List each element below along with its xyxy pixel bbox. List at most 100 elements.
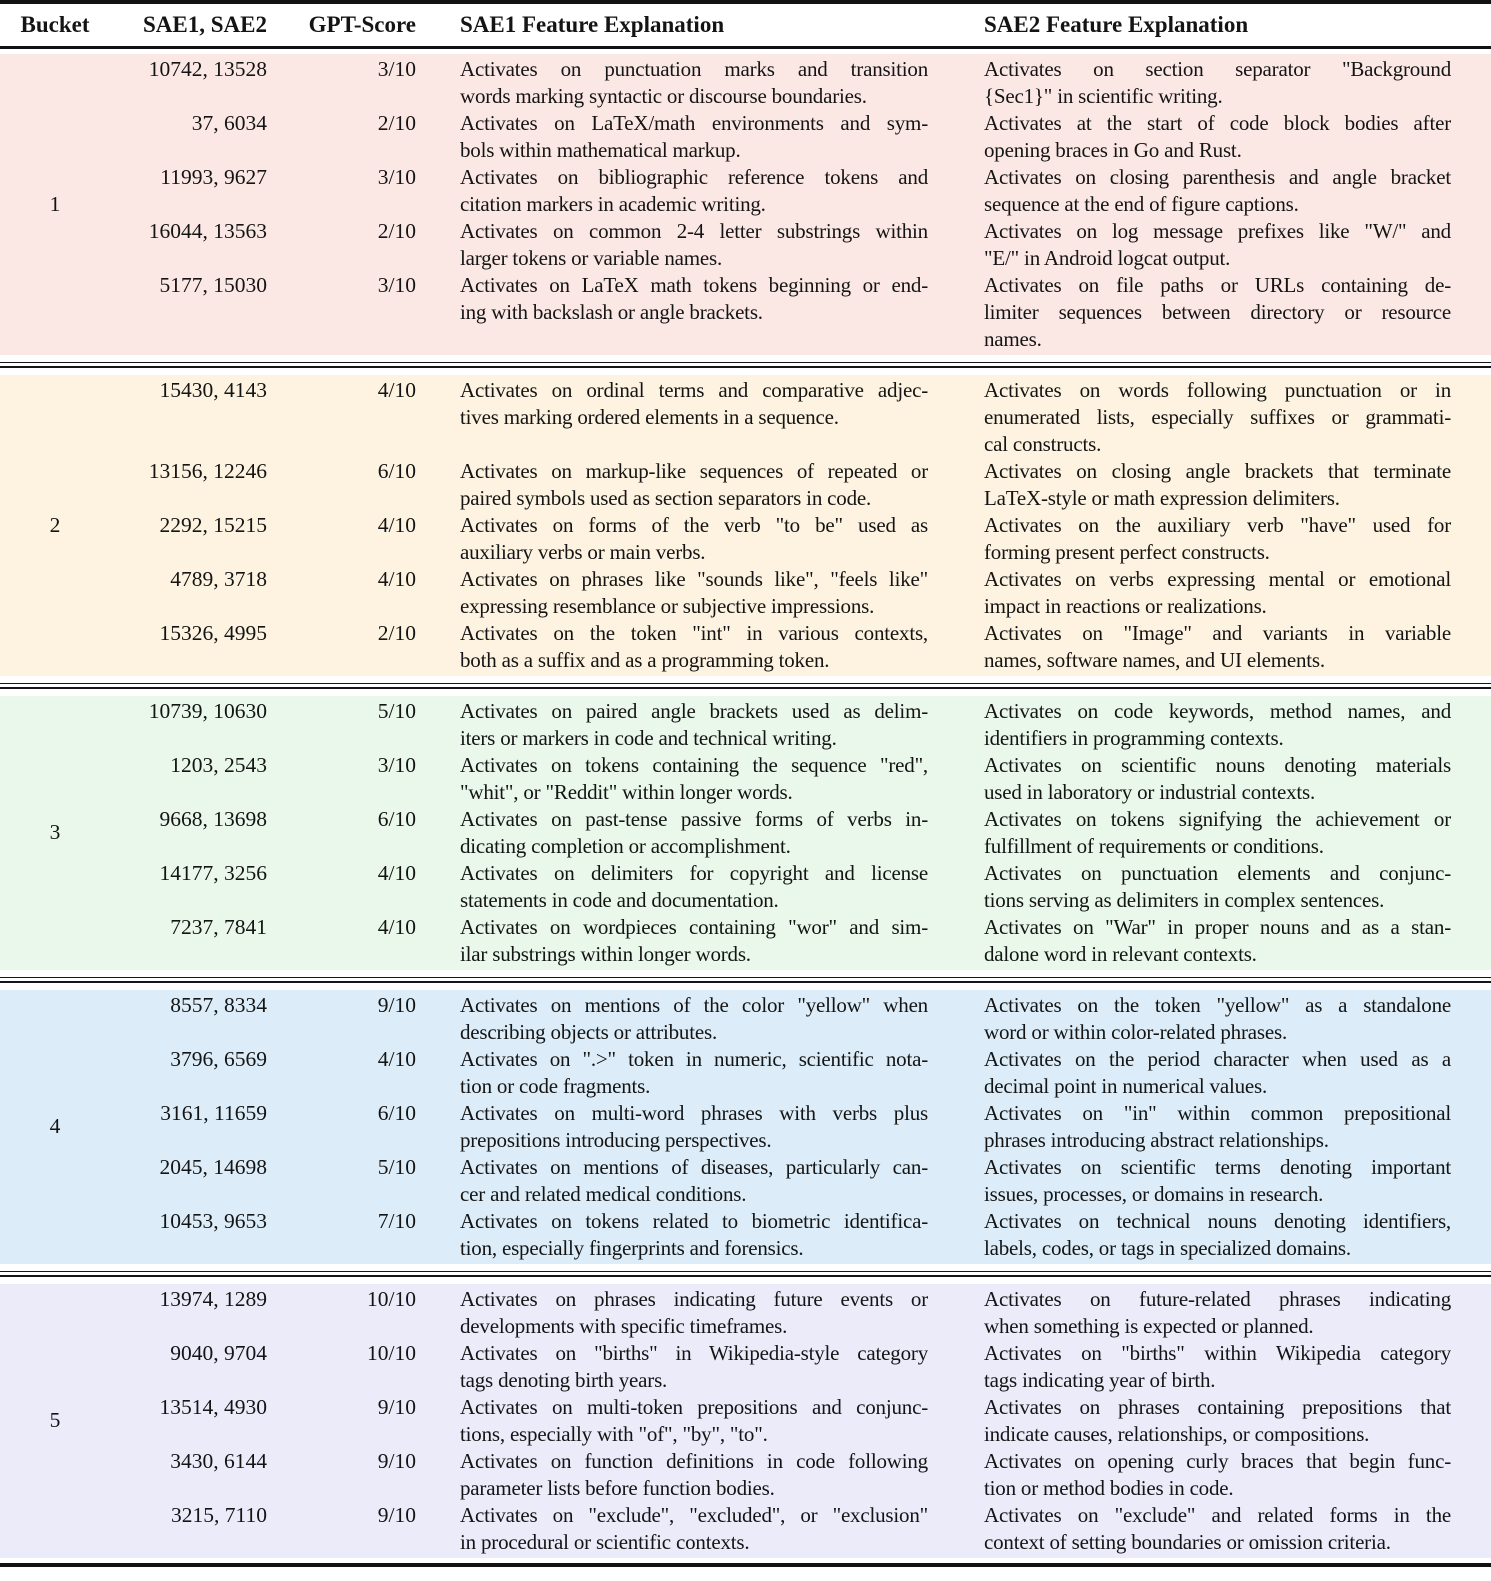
explanation-line: Activates on multi-token prepositions an…: [460, 1394, 928, 1419]
sae1-explanation: Activates on the token "int" in various …: [420, 620, 940, 674]
gpt-score: 9/10: [377, 1502, 416, 1527]
explanation-line: Activates on phrases indicating future e…: [460, 1286, 928, 1311]
gpt-score: 2/10: [377, 218, 416, 243]
explanation-line: Activates on "exclude", "excluded", or "…: [460, 1502, 928, 1527]
table-row: 16044, 13563 2/10 Activates on common 2-…: [110, 218, 1491, 272]
gpt-score: 3/10: [377, 752, 416, 777]
gpt-score: 4/10: [377, 377, 416, 402]
feature-ids: 2045, 14698: [159, 1154, 268, 1179]
sae2-explanation: Activates on words following punctuation…: [940, 377, 1491, 458]
table-row: 3161, 11659 6/10 Activates on multi-word…: [110, 1100, 1491, 1154]
bucket-separator-rule: [0, 361, 1491, 368]
bucket-feature-table: 8557, 8334 9/10 Activates on mentions of…: [110, 992, 1491, 1262]
sae1-explanation: Activates on past-tense passive forms of…: [420, 806, 940, 860]
explanation-line: Activates on delimiters for copyright an…: [460, 860, 928, 885]
sae2-explanation: Activates on "in" within common preposit…: [940, 1100, 1491, 1154]
column-header-sae1-explanation: SAE1 Feature Explanation: [460, 12, 725, 37]
explanation-line: Activates on the token "yellow" as a sta…: [984, 992, 1451, 1017]
gpt-score: 4/10: [377, 512, 416, 537]
gpt-score: 6/10: [377, 458, 416, 483]
explanation-line: Activates on paired angle brackets used …: [460, 698, 928, 723]
sae2-explanation: Activates on punctuation elements and co…: [940, 860, 1491, 914]
explanation-line: Activates on technical nouns denoting id…: [984, 1208, 1451, 1233]
gpt-score: 2/10: [377, 110, 416, 135]
explanation-line: phrases introducing abstract relationshi…: [984, 1127, 1329, 1152]
sae2-explanation: Activates on the period character when u…: [940, 1046, 1491, 1100]
bucket-number: 5: [49, 1408, 61, 1432]
explanation-line: Activates on future-related phrases indi…: [984, 1286, 1451, 1311]
sae2-explanation: Activates on closing angle brackets that…: [940, 458, 1491, 512]
sae2-explanation: Activates on scientific terms denoting i…: [940, 1154, 1491, 1208]
bucket-group-2: 2 15430, 4143 4/10 Activates on ordinal …: [0, 374, 1491, 676]
explanation-line: identifiers in programming contexts.: [984, 725, 1284, 750]
explanation-line: context of setting boundaries or omissio…: [984, 1529, 1391, 1554]
feature-ids: 13156, 12246: [148, 458, 267, 483]
sae1-explanation: Activates on wordpieces containing "wor"…: [420, 914, 940, 968]
gpt-score: 10/10: [367, 1286, 416, 1311]
sae1-explanation: Activates on multi-token prepositions an…: [420, 1394, 940, 1448]
explanation-line: ing with backslash or angle brackets.: [460, 299, 763, 324]
sae1-explanation: Activates on multi-word phrases with ver…: [420, 1100, 940, 1154]
explanation-line: Activates on verbs expressing mental or …: [984, 566, 1451, 591]
column-header-sae-pair: SAE1, SAE2: [143, 12, 267, 37]
explanation-line: tions serving as delimiters in complex s…: [984, 887, 1385, 912]
explanation-line: Activates on "in" within common preposit…: [984, 1100, 1451, 1125]
explanation-line: Activates on words following punctuation…: [984, 377, 1451, 402]
table-bottom-rule: [0, 1562, 1491, 1567]
explanation-line: Activates on past-tense passive forms of…: [460, 806, 928, 831]
explanation-line: ilar substrings within longer words.: [460, 941, 751, 966]
explanation-line: Activates on ".>" token in numeric, scie…: [460, 1046, 928, 1071]
sae1-explanation: Activates on delimiters for copyright an…: [420, 860, 940, 914]
explanation-line: Activates on log message prefixes like "…: [984, 218, 1451, 243]
table-row: 14177, 3256 4/10 Activates on delimiters…: [110, 860, 1491, 914]
bucket-separator-rule: [0, 682, 1491, 689]
bucket-number: 2: [49, 512, 61, 537]
sae1-explanation: Activates on function definitions in cod…: [420, 1448, 940, 1502]
column-header-sae2-explanation: SAE2 Feature Explanation: [984, 12, 1249, 37]
explanation-line: bols within mathematical markup.: [460, 137, 741, 162]
table-row: 11993, 9627 3/10 Activates on bibliograp…: [110, 164, 1491, 218]
table-row: 10742, 13528 3/10 Activates on punctuati…: [110, 56, 1491, 110]
bucket-feature-table: 10742, 13528 3/10 Activates on punctuati…: [110, 56, 1491, 353]
explanation-line: describing objects or attributes.: [460, 1019, 717, 1044]
explanation-line: Activates on punctuation elements and co…: [984, 860, 1451, 885]
sae1-explanation: Activates on ordinal terms and comparati…: [420, 377, 940, 458]
feature-ids: 5177, 15030: [159, 272, 268, 297]
explanation-line: Activates on tokens related to biometric…: [460, 1208, 928, 1233]
explanation-line: issues, processes, or domains in researc…: [984, 1181, 1324, 1206]
table-top-rule: [0, 0, 1491, 4]
feature-ids: 1203, 2543: [170, 752, 267, 777]
explanation-line: Activates on tokens signifying the achie…: [984, 806, 1451, 831]
explanation-line: larger tokens or variable names.: [460, 245, 723, 270]
sae1-explanation: Activates on bibliographic reference tok…: [420, 164, 940, 218]
feature-ids: 2292, 15215: [159, 512, 268, 537]
sae2-explanation: Activates on scientific nouns denoting m…: [940, 752, 1491, 806]
feature-ids: 9668, 13698: [159, 806, 268, 831]
feature-ids: 13514, 4930: [159, 1394, 268, 1419]
sae2-explanation: Activates on section separator "Backgrou…: [940, 56, 1491, 110]
table-row: 37, 6034 2/10 Activates on LaTeX/math en…: [110, 110, 1491, 164]
explanation-line: tags denoting birth years.: [460, 1367, 668, 1392]
explanation-line: "whit", or "Reddit" within longer words.: [460, 779, 793, 804]
sae1-explanation: Activates on tokens containing the seque…: [420, 752, 940, 806]
bucket-number: 4: [49, 1114, 61, 1138]
sae2-explanation: Activates at the start of code block bod…: [940, 110, 1491, 164]
table-row: 9040, 9704 10/10 Activates on "births" i…: [110, 1340, 1491, 1394]
sae1-explanation: Activates on tokens related to biometric…: [420, 1208, 940, 1262]
sae1-explanation: Activates on punctuation marks and trans…: [420, 56, 940, 110]
bucket-separator-rule: [0, 976, 1491, 983]
table-row: 2292, 15215 4/10 Activates on forms of t…: [110, 512, 1491, 566]
sae1-explanation: Activates on forms of the verb "to be" u…: [420, 512, 940, 566]
explanation-line: labels, codes, or tags in specialized do…: [984, 1235, 1351, 1260]
explanation-line: Activates on the auxiliary verb "have" u…: [984, 512, 1451, 537]
gpt-score: 3/10: [377, 164, 416, 189]
explanation-line: indicate causes, relationships, or compo…: [984, 1421, 1370, 1446]
feature-ids: 9040, 9704: [170, 1340, 267, 1365]
explanation-line: tions, especially with "of", "by", "to".: [460, 1421, 768, 1446]
explanation-line: Activates on "births" within Wikipedia c…: [984, 1340, 1451, 1365]
bucket-feature-table: 15430, 4143 4/10 Activates on ordinal te…: [110, 377, 1491, 674]
explanation-line: dalone word in relevant contexts.: [984, 941, 1257, 966]
gpt-score: 9/10: [377, 1394, 416, 1419]
gpt-score: 6/10: [377, 806, 416, 831]
table-row: 10453, 9653 7/10 Activates on tokens rel…: [110, 1208, 1491, 1262]
